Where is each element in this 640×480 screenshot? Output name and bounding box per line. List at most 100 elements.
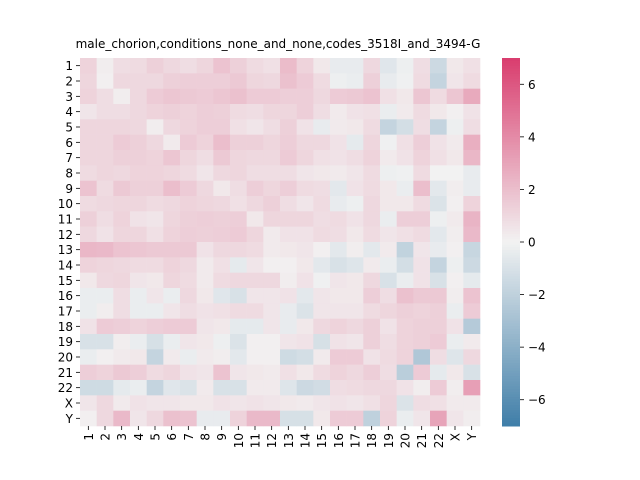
colorbar-band bbox=[502, 147, 520, 151]
heatmap-cell bbox=[196, 211, 214, 227]
heatmap-cell bbox=[130, 58, 147, 74]
colorbar-band bbox=[502, 134, 520, 138]
heatmap-cell bbox=[96, 364, 114, 381]
heatmap-cell bbox=[430, 334, 447, 350]
heatmap-cell bbox=[296, 119, 314, 135]
heatmap-cell bbox=[230, 134, 247, 151]
heatmap-cell bbox=[96, 180, 114, 197]
heatmap-cell bbox=[130, 242, 147, 258]
heatmap-cell bbox=[396, 180, 414, 197]
heatmap-cell bbox=[180, 73, 197, 89]
x-tick-labels: 1 2 3 4 5 6 7 8 9 10 11 12 13 14 15 16 17 18 19 20 21 22 X Y bbox=[82, 426, 479, 448]
heatmap-cell bbox=[346, 165, 364, 181]
colorbar-band bbox=[502, 399, 520, 403]
heatmap-cell bbox=[346, 410, 364, 427]
heatmap-cell bbox=[230, 257, 247, 273]
x-tick-label: 13 bbox=[282, 433, 296, 448]
heatmap-cell bbox=[180, 134, 197, 151]
heatmap-cell bbox=[163, 380, 181, 396]
heatmap-cell bbox=[330, 58, 347, 74]
heatmap-cell bbox=[380, 196, 397, 212]
heatmap-cell bbox=[463, 257, 481, 273]
heatmap-cell bbox=[330, 410, 347, 427]
colorbar-band bbox=[502, 420, 520, 424]
heatmap-cell bbox=[363, 196, 381, 212]
heatmap-cell bbox=[163, 73, 181, 89]
heatmap-cell bbox=[230, 349, 247, 365]
heatmap-cell bbox=[213, 318, 231, 335]
heatmap-cell bbox=[296, 380, 314, 396]
heatmap-cell bbox=[130, 180, 147, 197]
heatmap-cell bbox=[413, 395, 431, 411]
colorbar-band bbox=[502, 236, 520, 240]
heatmap-cell bbox=[413, 73, 431, 89]
heatmap-cell bbox=[163, 58, 181, 74]
heatmap-cell bbox=[130, 104, 147, 120]
heatmap-cell bbox=[280, 226, 297, 243]
heatmap-cell bbox=[146, 150, 164, 166]
heatmap-cell bbox=[446, 119, 464, 135]
colorbar-band bbox=[502, 202, 520, 206]
heatmap-cell bbox=[296, 226, 314, 243]
heatmap-cell bbox=[446, 334, 464, 350]
colorbar-band bbox=[502, 242, 520, 246]
heatmap-cell bbox=[380, 257, 397, 273]
colorbar-band bbox=[502, 389, 520, 393]
heatmap-cell bbox=[380, 334, 397, 350]
colorbar-band bbox=[502, 220, 520, 225]
heatmap-cell bbox=[130, 119, 147, 135]
colorbar-band bbox=[502, 165, 520, 169]
colorbar-band bbox=[502, 65, 520, 70]
heatmap-cell bbox=[213, 165, 231, 181]
heatmap-cell bbox=[380, 318, 397, 335]
heatmap-cell bbox=[230, 364, 247, 381]
heatmap-cell bbox=[396, 380, 414, 396]
x-tick-label: 4 bbox=[132, 433, 146, 441]
heatmap-cell bbox=[163, 349, 181, 365]
heatmap-cell bbox=[313, 165, 331, 181]
heatmap-cell bbox=[446, 395, 464, 411]
x-tick-label: 7 bbox=[182, 433, 196, 441]
heatmap-cell bbox=[246, 165, 264, 181]
heatmap-cell bbox=[230, 395, 247, 411]
heatmap-cell bbox=[413, 410, 431, 427]
heatmap-cell bbox=[463, 395, 481, 411]
heatmap-cell bbox=[380, 410, 397, 427]
x-tick-label: 17 bbox=[349, 433, 363, 448]
heatmap-cell bbox=[180, 364, 197, 381]
colorbar-band bbox=[502, 121, 520, 125]
heatmap-cell bbox=[130, 272, 147, 289]
heatmap-cell bbox=[213, 303, 231, 319]
colorbar-band bbox=[502, 157, 520, 162]
heatmap-cell bbox=[463, 150, 481, 166]
colorbar-band bbox=[502, 365, 520, 369]
heatmap-cell bbox=[263, 303, 281, 319]
colorbar-band bbox=[502, 323, 520, 327]
heatmap-cell bbox=[280, 303, 297, 319]
colorbar-band bbox=[502, 352, 520, 356]
heatmap-cell bbox=[396, 257, 414, 273]
colorbar-band bbox=[502, 270, 520, 275]
heatmap-cell bbox=[146, 334, 164, 350]
heatmap-cell bbox=[396, 58, 414, 74]
heatmap-cell bbox=[446, 272, 464, 289]
heatmap-cell bbox=[463, 334, 481, 350]
colorbar-band bbox=[502, 326, 520, 330]
heatmap-cell bbox=[363, 226, 381, 243]
heatmap-cell bbox=[163, 395, 181, 411]
heatmap-cell bbox=[363, 257, 381, 273]
heatmap-cell bbox=[313, 73, 331, 89]
heatmap-cell bbox=[363, 165, 381, 181]
heatmap-cell bbox=[80, 119, 97, 135]
heatmap-cell bbox=[146, 380, 164, 396]
heatmap-cell bbox=[130, 257, 147, 273]
heatmap-cell bbox=[430, 73, 447, 89]
heatmap-cell bbox=[380, 272, 397, 289]
y-tick-label: 15 bbox=[58, 274, 73, 288]
heatmap-cell bbox=[80, 134, 97, 151]
heatmap-cell bbox=[263, 380, 281, 396]
heatmap-cell bbox=[296, 104, 314, 120]
heatmap-cell bbox=[196, 134, 214, 151]
heatmap-cell bbox=[346, 88, 364, 105]
